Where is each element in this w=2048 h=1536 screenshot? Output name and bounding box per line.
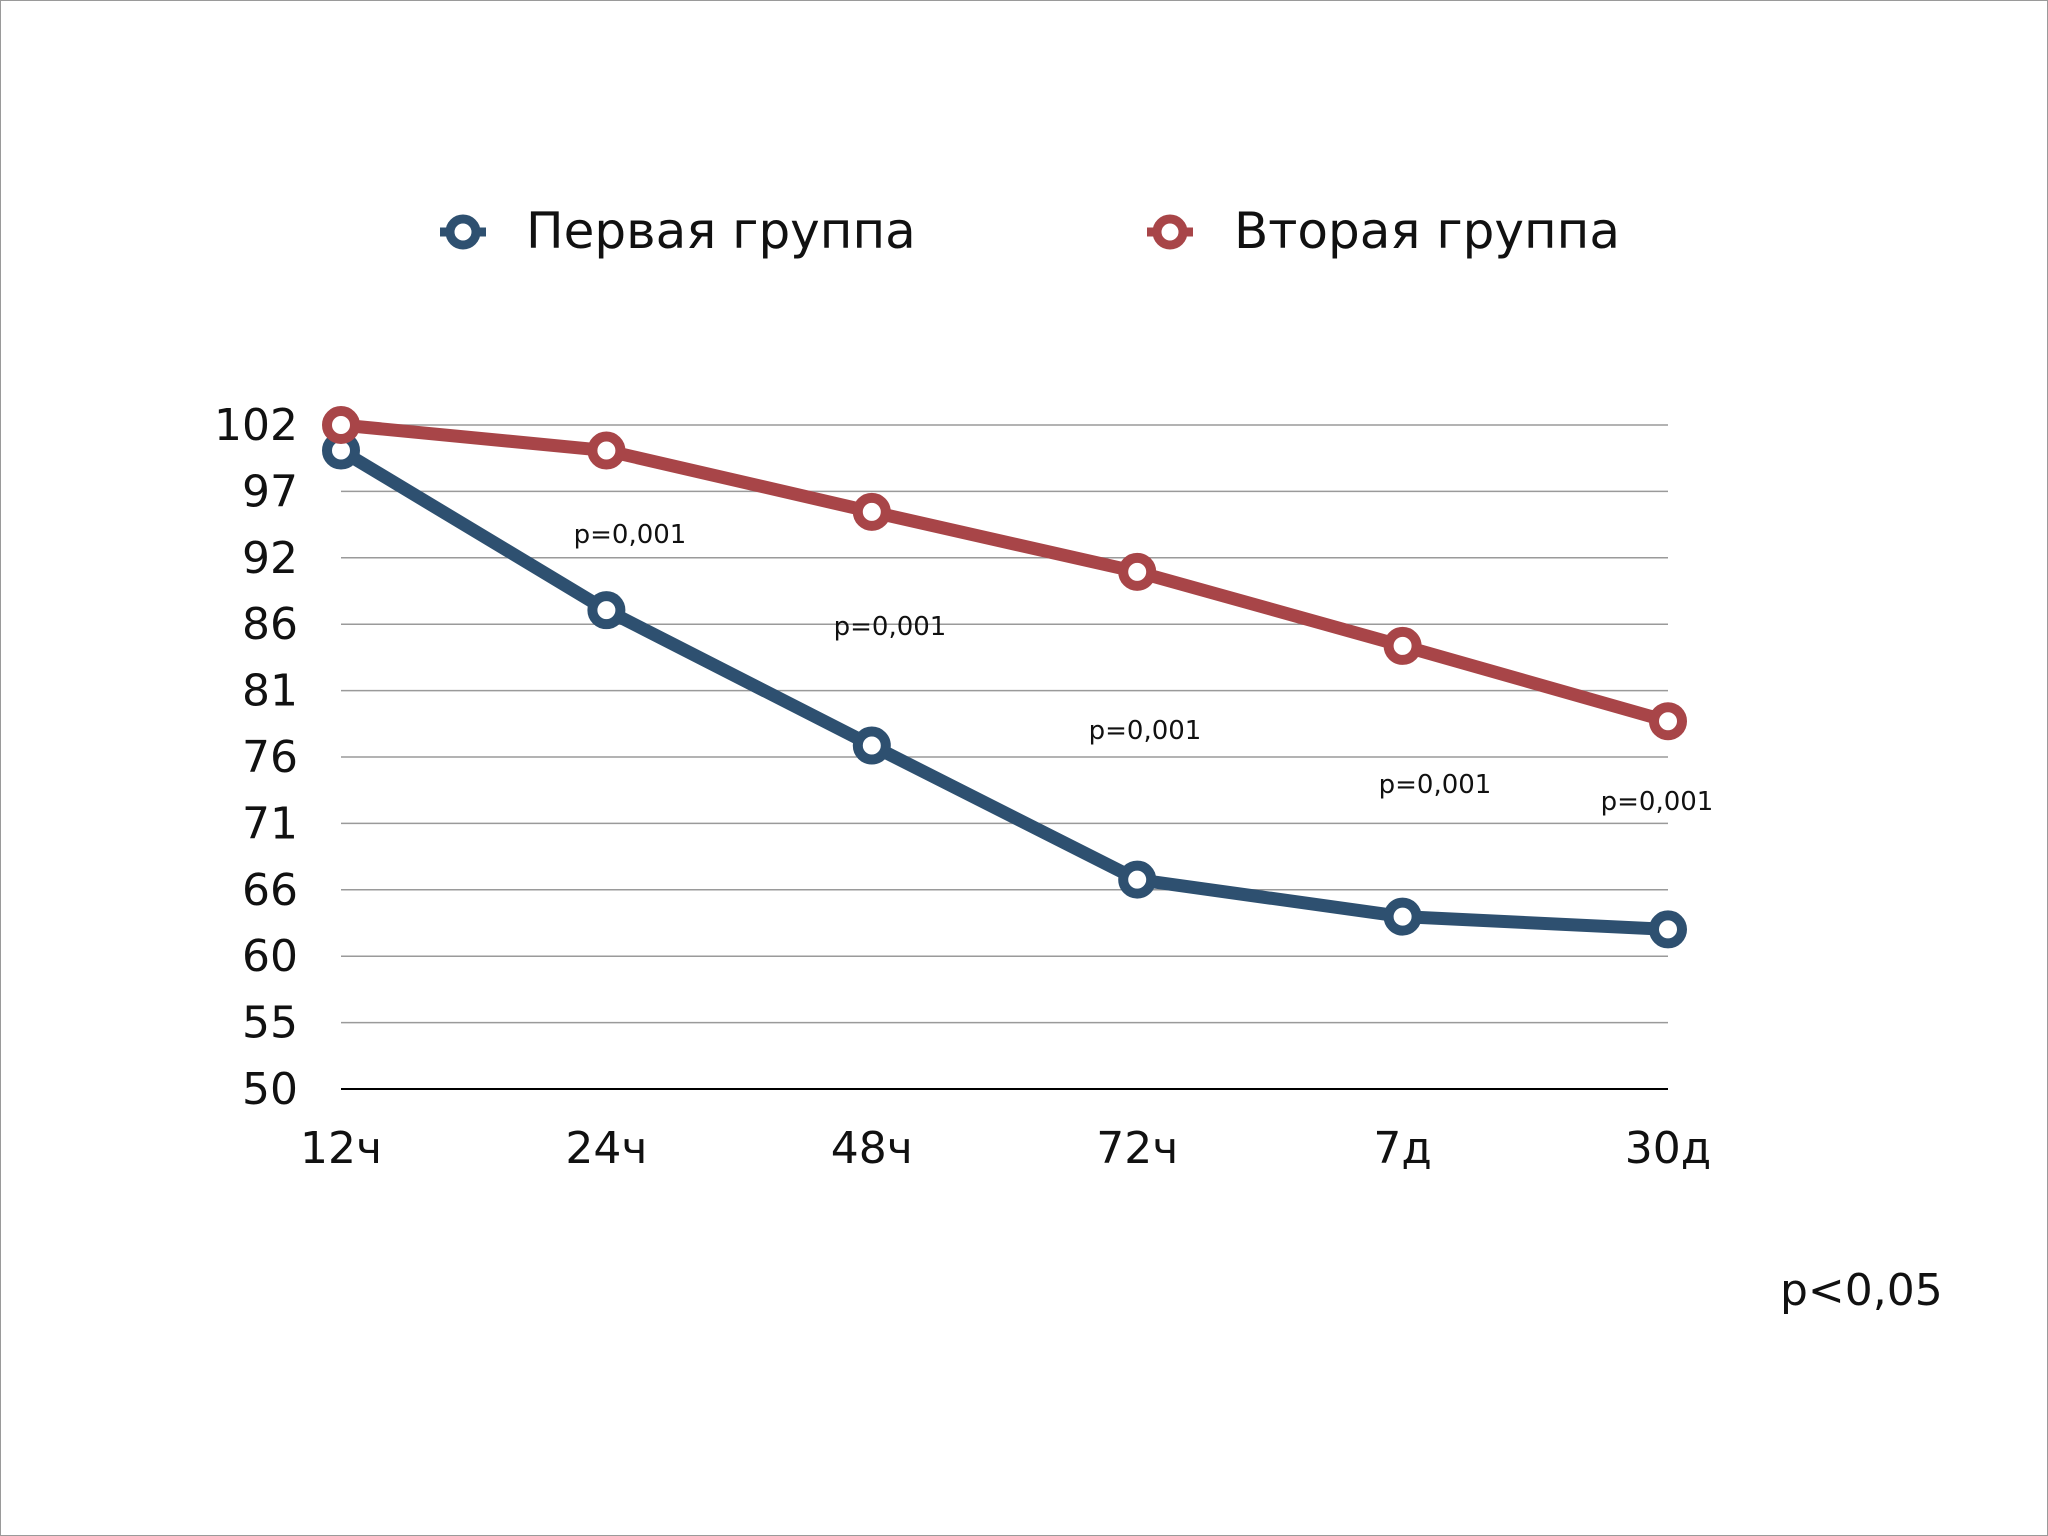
data-point [1118,552,1157,591]
data-point [587,591,626,630]
data-point [1649,910,1687,949]
x-tick-label: 24ч [565,1123,647,1174]
y-tick-label: 92 [242,533,298,584]
x-tick-label: 12ч [300,1123,382,1174]
y-axis: 50 55 60 66 71 76 81 86 92 97 102 [214,400,298,1115]
p-value-annotation: p=0,001 [1601,787,1714,817]
y-tick-label: 55 [242,998,298,1049]
gridlines [341,424,1668,1090]
data-point [852,726,891,765]
y-tick-label: 102 [214,400,298,451]
data-point [587,431,626,470]
y-tick-label: 50 [242,1064,298,1115]
legend-label-series-2: Вторая группа [1234,202,1620,260]
legend-label-series-1: Первая группа [526,202,916,260]
series-1 [322,431,1687,949]
y-tick-label: 97 [242,466,298,517]
series-layer [322,406,1687,949]
legend-item-series-2: Вторая группа [1147,202,1620,260]
y-tick-label: 66 [242,865,298,916]
data-point [1118,860,1157,899]
p-value-annotation: p=0,001 [1089,716,1202,746]
data-point [322,406,360,444]
p-value-annotation: p=0,001 [834,612,947,642]
x-tick-label: 48ч [831,1123,913,1174]
series-line-1 [334,444,1675,936]
data-point [1649,702,1687,741]
series-line-2 [334,418,1675,728]
y-tick-label: 71 [242,798,298,849]
p-value-annotation: p=0,001 [1379,770,1492,800]
data-point [1383,897,1422,936]
y-tick-label: 76 [242,732,298,783]
x-axis: 12ч 24ч 48ч 72ч 7д 30д [300,1123,1711,1174]
y-tick-label: 81 [242,666,298,717]
data-point [852,492,891,531]
x-tick-label: 7д [1373,1123,1431,1174]
legend-marker-series-2 [1152,214,1188,250]
p-value-annotations: p=0,001 p=0,001 p=0,001 p=0,001 p=0,001 [574,520,1714,817]
y-tick-label: 86 [242,599,298,650]
legend-marker-series-1 [445,214,481,250]
p-value-annotation: p=0,001 [574,520,687,550]
legend-item-series-1: Первая группа [440,202,916,260]
y-tick-label: 60 [242,931,298,982]
data-point [1383,626,1422,665]
series-2 [322,406,1687,741]
legend: Первая группа Вторая группа [440,202,1620,260]
x-tick-label: 72ч [1096,1123,1178,1174]
footnote-significance: p<0,05 [1780,1265,1943,1316]
x-tick-label: 30д [1625,1123,1711,1174]
